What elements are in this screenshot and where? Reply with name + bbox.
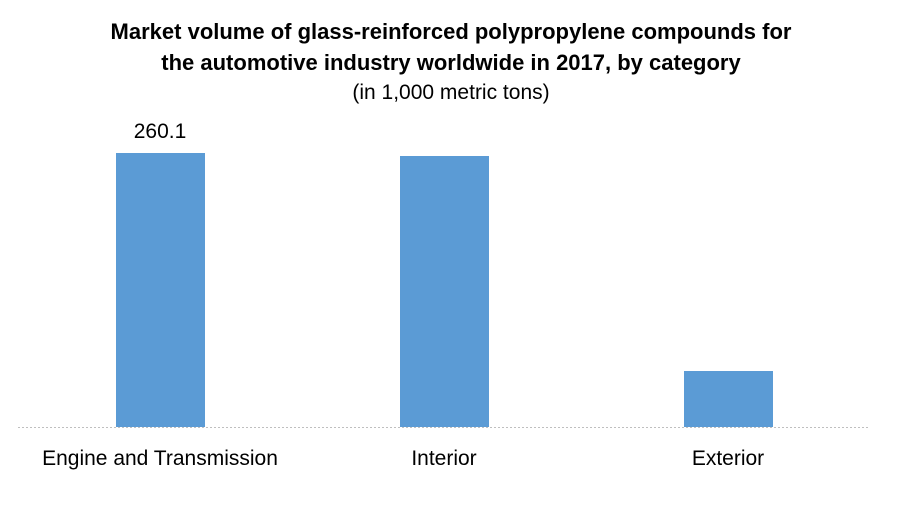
bar bbox=[115, 153, 205, 427]
chart-title-line-2: the automotive industry worldwide in 201… bbox=[161, 50, 741, 75]
data-label-engine-and-transmission: 260.1 bbox=[133, 120, 187, 143]
bar bbox=[399, 156, 489, 427]
category-axis: Engine and Transmission Interior Exterio… bbox=[18, 446, 870, 472]
x-axis-line bbox=[18, 427, 870, 428]
bar bbox=[683, 371, 773, 427]
bar-group-exterior bbox=[586, 119, 870, 427]
chart-title-block: Market volume of glass-reinforced polypr… bbox=[0, 16, 902, 108]
chart-title-line-1: Market volume of glass-reinforced polypr… bbox=[110, 19, 792, 44]
chart-subtitle: (in 1,000 metric tons) bbox=[352, 81, 550, 104]
plot-area: 260.1 bbox=[18, 119, 870, 427]
category-label-exterior: Exterior bbox=[691, 447, 765, 470]
category-label-engine-and-transmission: Engine and Transmission bbox=[42, 447, 278, 470]
bar-group-interior bbox=[302, 119, 586, 427]
category-label-interior: Interior bbox=[411, 447, 477, 470]
bar-group-engine-and-transmission: 260.1 bbox=[18, 119, 302, 427]
